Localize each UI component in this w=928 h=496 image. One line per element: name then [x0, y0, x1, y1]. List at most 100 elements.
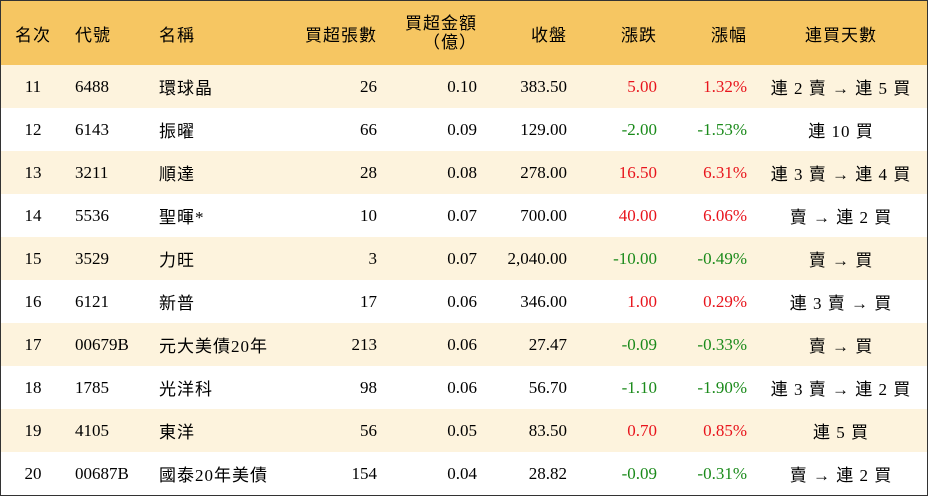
cell-rank: 16 — [24, 291, 42, 311]
cell-name: 環球晶 — [159, 79, 213, 98]
cell-name: 東洋 — [159, 423, 195, 442]
cell-lots: 66 — [360, 119, 377, 139]
cell-rank: 20 — [24, 463, 42, 483]
header-amount: 買超金額 （億） — [381, 1, 477, 65]
cell-name: 聖暉* — [159, 208, 205, 227]
cell-code: 3211 — [75, 162, 109, 182]
cell-change: 1.00 — [627, 291, 657, 311]
header-lots: 買超張數 — [305, 25, 377, 45]
table-row: 19 4105 東洋 56 0.05 83.50 0.70 0.85% 連 5 買 — [1, 409, 927, 452]
cell-amount: 0.09 — [447, 119, 477, 139]
cell-change: 40.00 — [618, 205, 657, 225]
cell-pct: 6.31% — [703, 162, 747, 182]
cell-pct: 1.32% — [703, 76, 747, 96]
cell-lots: 28 — [360, 162, 377, 182]
cell-rank: 11 — [24, 76, 42, 96]
cell-name: 國泰20年美債 — [159, 466, 268, 485]
cell-change: -0.09 — [621, 334, 657, 354]
cell-change: -0.09 — [621, 463, 657, 483]
cell-close: 129.00 — [520, 119, 567, 139]
cell-close: 27.47 — [528, 334, 567, 354]
cell-lots: 10 — [360, 205, 377, 225]
table-row: 18 1785 光洋科 98 0.06 56.70 -1.10 -1.90% 連 3 賣 → 連… — [1, 366, 927, 409]
cell-name: 順達 — [159, 165, 195, 184]
header-days: 連買天數 — [805, 25, 877, 45]
cell-amount: 0.06 — [447, 334, 477, 354]
cell-days: 賣 → 買 — [808, 337, 874, 356]
cell-rank: 18 — [24, 377, 42, 397]
cell-lots: 213 — [351, 334, 378, 354]
cell-name: 光洋科 — [159, 380, 213, 399]
cell-rank: 19 — [24, 420, 42, 440]
cell-amount: 0.06 — [447, 377, 477, 397]
header-pct: 漲幅 — [711, 25, 747, 45]
cell-amount: 0.04 — [447, 463, 477, 483]
cell-amount: 0.07 — [447, 248, 477, 268]
table-row: 13 3211 順達 28 0.08 278.00 16.50 6.31% 連 3 賣 → 連 … — [1, 151, 927, 194]
cell-days: 連 3 賣 → 連 2 買 — [770, 380, 912, 399]
cell-days: 連 3 賣 → 連 4 買 — [770, 165, 912, 184]
cell-lots: 56 — [360, 420, 377, 440]
header-code: 代號 — [75, 25, 111, 45]
cell-rank: 12 — [24, 119, 42, 139]
cell-change: -2.00 — [621, 119, 657, 139]
cell-days: 賣 → 買 — [808, 251, 874, 270]
cell-rank: 15 — [24, 248, 42, 268]
cell-days: 連 3 賣 → 買 — [789, 294, 893, 313]
cell-pct: -1.90% — [697, 377, 747, 397]
header-close: 收盤 — [531, 25, 567, 45]
header-change: 漲跌 — [621, 25, 657, 45]
cell-pct: -0.49% — [697, 248, 747, 268]
cell-lots: 26 — [360, 76, 377, 96]
cell-amount: 0.08 — [447, 162, 477, 182]
cell-lots: 3 — [368, 248, 378, 268]
cell-name: 振曜 — [159, 122, 195, 141]
cell-rank: 13 — [24, 162, 42, 182]
cell-pct: -1.53% — [697, 119, 747, 139]
table-row: 15 3529 力旺 3 0.07 2,040.00 -10.00 -0.49% 賣 → 買 — [1, 237, 927, 280]
cell-close: 383.50 — [520, 76, 567, 96]
table-row: 17 00679B 元大美債20年 213 0.06 27.47 -0.09 -0.33% 賣 … — [1, 323, 927, 366]
cell-code: 1785 — [75, 377, 109, 397]
cell-lots: 154 — [351, 463, 378, 483]
cell-code: 00687B — [75, 463, 129, 483]
cell-rank: 14 — [24, 205, 42, 225]
cell-lots: 98 — [360, 377, 377, 397]
cell-code: 4105 — [75, 420, 109, 440]
cell-code: 6488 — [75, 76, 109, 96]
cell-change: -1.10 — [621, 377, 657, 397]
table-row: 16 6121 新普 17 0.06 346.00 1.00 0.29% 連 3 賣 → 買 — [1, 280, 927, 323]
cell-amount: 0.06 — [447, 291, 477, 311]
cell-days: 賣 → 連 2 買 — [789, 466, 893, 485]
cell-close: 700.00 — [520, 205, 567, 225]
cell-code: 6121 — [75, 291, 109, 311]
cell-days: 連 10 買 — [808, 122, 874, 141]
cell-code: 6143 — [75, 119, 109, 139]
header-rank: 名次 — [15, 25, 51, 45]
table-row: 12 6143 振曜 66 0.09 129.00 -2.00 -1.53% 連 10 買 — [1, 108, 927, 151]
cell-pct: 6.06% — [703, 205, 747, 225]
cell-name: 力旺 — [159, 251, 195, 270]
cell-days: 連 5 買 — [813, 423, 869, 442]
cell-close: 56.70 — [528, 377, 567, 397]
cell-amount: 0.05 — [447, 420, 477, 440]
cell-close: 346.00 — [520, 291, 567, 311]
table-header: 名次 代號 名稱 買超張數 買超金額 （億） 收盤 漲跌 漲幅 連買天數 — [1, 1, 927, 65]
cell-pct: -0.33% — [697, 334, 747, 354]
table-row: 11 6488 環球晶 26 0.10 383.50 5.00 1.32% 連 2 賣 → 連 … — [1, 65, 927, 108]
cell-pct: 0.29% — [703, 291, 747, 311]
header-amount-line1: 買超金額 — [405, 14, 477, 33]
header-amount-line2: （億） — [423, 33, 477, 52]
header-name: 名稱 — [159, 25, 195, 45]
cell-pct: 0.85% — [703, 420, 747, 440]
cell-code: 00679B — [75, 334, 129, 354]
cell-amount: 0.10 — [447, 76, 477, 96]
cell-name: 新普 — [159, 294, 195, 313]
cell-close: 278.00 — [520, 162, 567, 182]
cell-close: 83.50 — [528, 420, 567, 440]
cell-close: 28.82 — [528, 463, 567, 483]
table-row: 14 5536 聖暉* 10 0.07 700.00 40.00 6.06% 賣 → 連 2 買 — [1, 194, 927, 237]
cell-close: 2,040.00 — [507, 248, 568, 268]
cell-lots: 17 — [360, 291, 377, 311]
cell-code: 5536 — [75, 205, 109, 225]
